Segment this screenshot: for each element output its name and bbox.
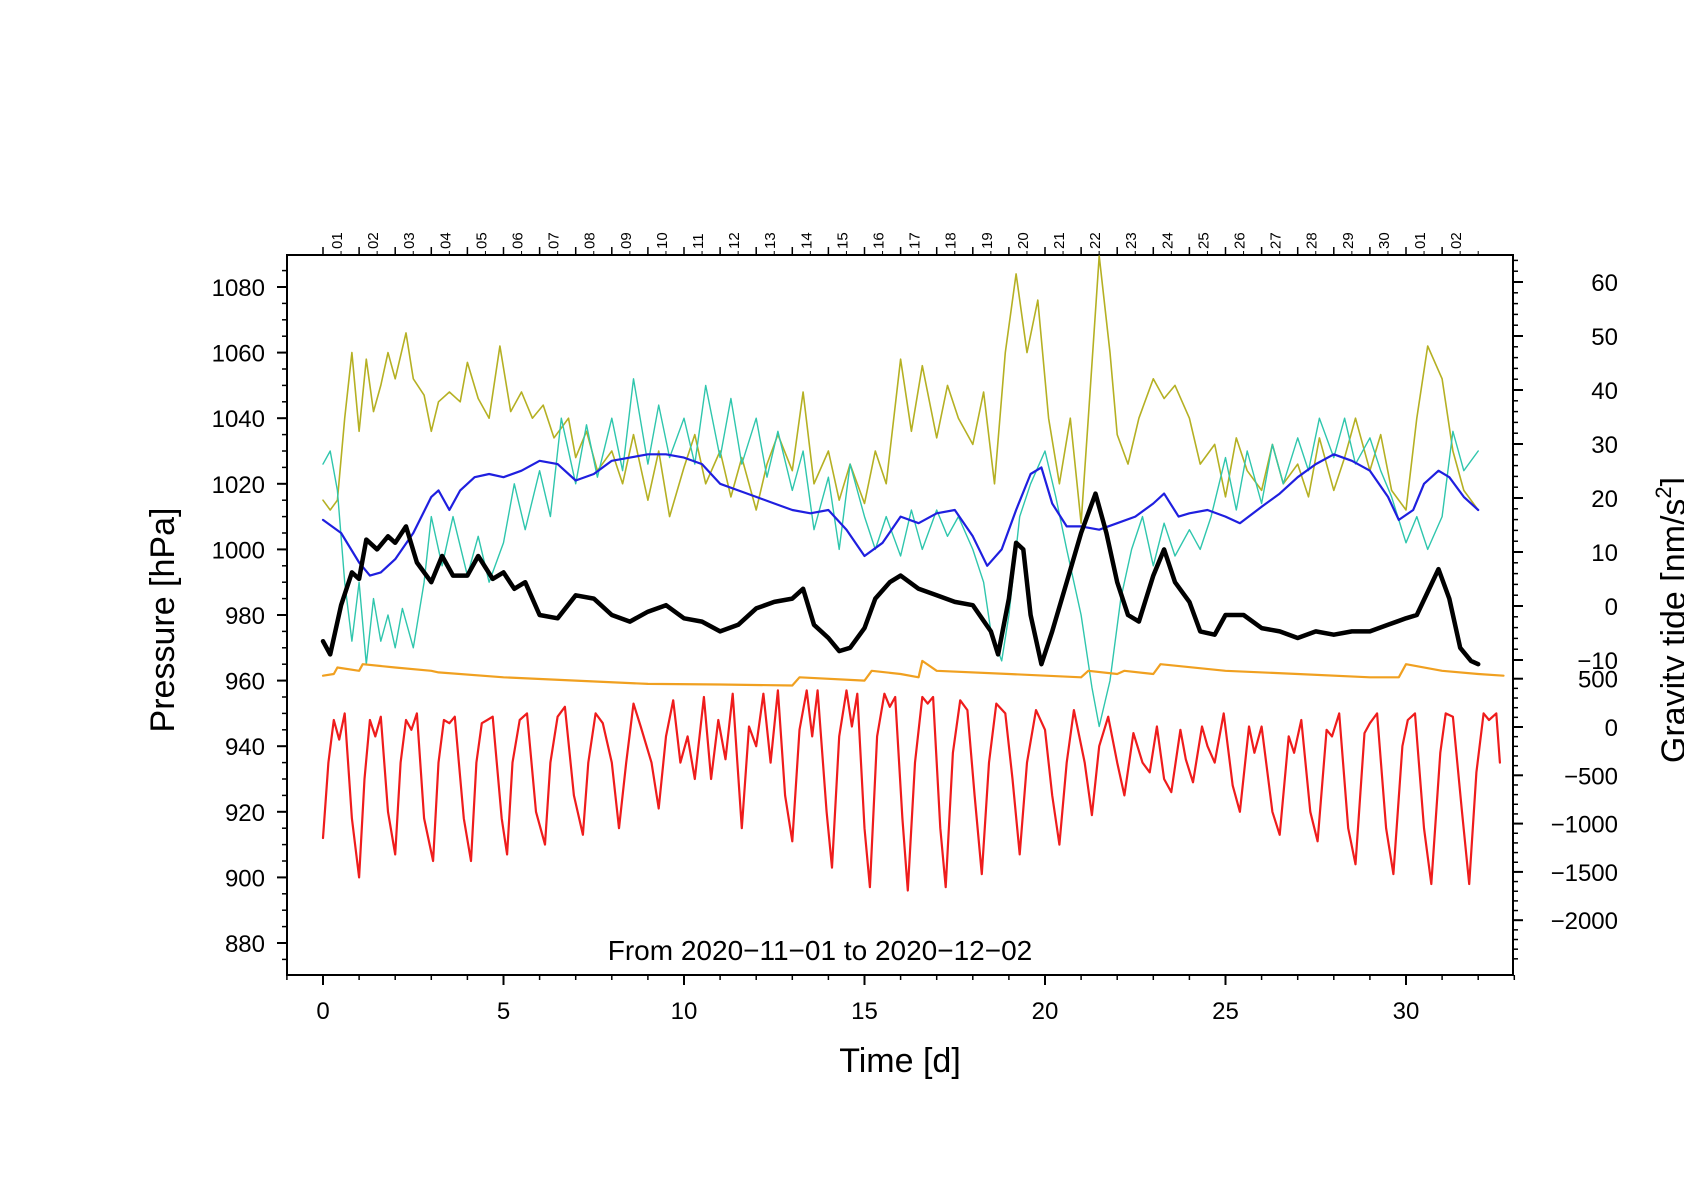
right-axis-title: Gravity tide [nm/s2]: [1651, 477, 1684, 763]
x-tick-label: 25: [1212, 998, 1239, 1025]
day-label: 22: [1087, 232, 1104, 249]
left-tick-label: 900: [225, 865, 265, 892]
series-line-pressure: [320, 491, 1481, 667]
day-label: 26: [1232, 232, 1249, 249]
day-label: 06: [510, 232, 527, 249]
day-label: 16: [871, 232, 888, 249]
day-label: 27: [1268, 232, 1285, 249]
right-tick-label: −10: [1577, 648, 1618, 675]
right-tick-label: 10: [1591, 540, 1618, 567]
x-tick-label: 20: [1032, 998, 1059, 1025]
day-label: 14: [798, 232, 815, 249]
right-tick-label: −1500: [1551, 860, 1618, 887]
x-tick-label: 0: [316, 998, 329, 1025]
series-line-orange: [321, 659, 1505, 687]
day-label: 03: [401, 232, 418, 249]
right-tick-label: 500: [1578, 667, 1618, 694]
left-axis-title: Pressure [hPa]: [144, 508, 182, 733]
right-tick-label: 20: [1591, 486, 1618, 513]
left-tick-label: 920: [225, 800, 265, 827]
left-tick-label: 1040: [212, 406, 265, 433]
day-label: 09: [618, 232, 635, 249]
day-label: 30: [1376, 232, 1393, 249]
day-label: 24: [1159, 232, 1176, 249]
day-label: 18: [943, 232, 960, 249]
x-tick-label: 15: [851, 998, 878, 1025]
left-tick-label: 960: [225, 669, 265, 696]
left-tick-label: 980: [225, 603, 265, 630]
day-label: 19: [979, 232, 996, 249]
right-tick-label: −500: [1564, 763, 1618, 790]
right-tick-label: 0: [1605, 594, 1618, 621]
day-label: 23: [1123, 232, 1140, 249]
left-tick-label: 1000: [212, 537, 265, 564]
right-tick-label: 40: [1591, 378, 1618, 405]
day-label: 07: [546, 232, 563, 249]
left-tick-label: 880: [225, 931, 265, 958]
right-tick-label: 50: [1591, 324, 1618, 351]
x-axis-title: Time [d]: [839, 1042, 961, 1080]
day-label: 17: [907, 232, 924, 249]
left-tick-label: 940: [225, 734, 265, 761]
left-tick-label: 1060: [212, 341, 265, 368]
series-layer: [320, 255, 1505, 892]
left-tick-label: 1020: [212, 472, 265, 499]
right-tick-label: 30: [1591, 432, 1618, 459]
right-axis-title-sup: 2: [1651, 486, 1676, 498]
series-line-olive: [322, 255, 1479, 524]
x-tick-label: 30: [1393, 998, 1420, 1025]
right-tick-label: 60: [1591, 270, 1618, 297]
right-tick-label: −1000: [1551, 812, 1618, 839]
left-tick-label: 1080: [212, 275, 265, 302]
series-line-tide: [321, 689, 1501, 892]
day-label: 13: [762, 232, 779, 249]
day-label: 21: [1051, 232, 1068, 249]
day-label: 11: [690, 233, 707, 249]
right-tick-label: −2000: [1551, 908, 1618, 935]
day-label: 02: [1448, 232, 1465, 249]
day-label: 10: [654, 232, 671, 249]
right-axis-title-main: Gravity tide [nm/s: [1655, 499, 1684, 764]
day-label: 20: [1015, 232, 1032, 249]
day-label: 15: [834, 232, 851, 249]
day-label: 28: [1304, 232, 1321, 249]
day-label: 04: [437, 232, 454, 249]
right-tick-label: 0: [1605, 715, 1618, 742]
day-label: 05: [473, 232, 490, 249]
caption: From 2020−11−01 to 2020−12−02: [608, 935, 1033, 966]
x-tick-label: 5: [497, 998, 510, 1025]
day-label: 12: [726, 232, 743, 249]
x-tick-label: 10: [671, 998, 698, 1025]
day-label: 29: [1340, 232, 1357, 249]
day-label: 25: [1195, 232, 1212, 249]
day-label: 01: [329, 232, 346, 249]
day-label: 02: [365, 232, 382, 249]
day-label: 08: [582, 232, 599, 249]
series-line-blue: [321, 453, 1480, 577]
right-axis-title-end: ]: [1655, 477, 1684, 486]
day-label: 01: [1412, 232, 1429, 249]
